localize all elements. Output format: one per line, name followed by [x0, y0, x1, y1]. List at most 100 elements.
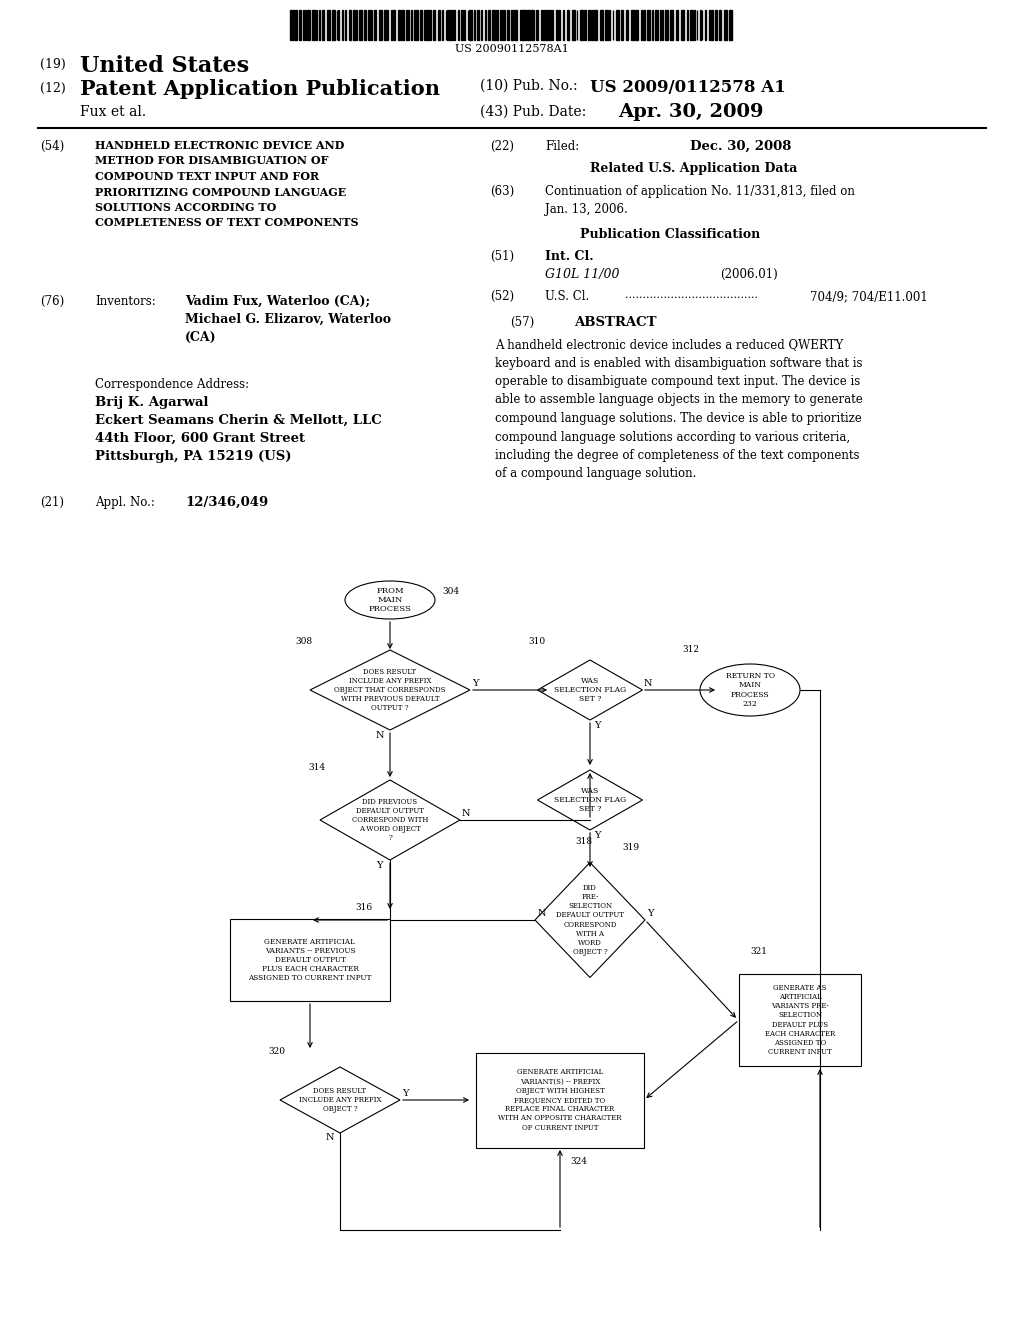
Text: GENERATE ARTIFICIAL
VARIANTS -- PREVIOUS
DEFAULT OUTPUT
PLUS EACH CHARACTER
ASSI: GENERATE ARTIFICIAL VARIANTS -- PREVIOUS…: [248, 937, 372, 982]
Bar: [712, 11, 714, 40]
Bar: [364, 11, 366, 40]
Text: (76): (76): [40, 294, 65, 308]
Bar: [476, 1052, 644, 1147]
Text: 44th Floor, 600 Grant Street: 44th Floor, 600 Grant Street: [95, 432, 305, 445]
Text: (12): (12): [40, 82, 66, 95]
Bar: [437, 11, 440, 40]
Bar: [600, 11, 603, 40]
Bar: [616, 11, 620, 40]
Bar: [433, 11, 435, 40]
Bar: [469, 11, 472, 40]
Text: Appl. No.:: Appl. No.:: [95, 496, 155, 510]
Bar: [556, 11, 557, 40]
Bar: [716, 11, 717, 40]
Text: ABSTRACT: ABSTRACT: [573, 315, 656, 329]
Bar: [424, 11, 425, 40]
Text: G10L 11/00: G10L 11/00: [545, 268, 620, 281]
Text: 319: 319: [622, 843, 639, 853]
Bar: [681, 11, 684, 40]
Bar: [591, 11, 593, 40]
Text: Eckert Seamans Cherin & Mellott, LLC: Eckert Seamans Cherin & Mellott, LLC: [95, 414, 382, 426]
Text: (19): (19): [40, 58, 66, 71]
Text: RETURN TO
MAIN
PROCESS
232: RETURN TO MAIN PROCESS 232: [725, 672, 774, 708]
Bar: [230, 919, 390, 1001]
Text: (21): (21): [40, 496, 63, 510]
Text: Y: Y: [402, 1089, 409, 1097]
Text: DID
PRE-
SELECTION
DEFAULT OUTPUT
CORRESPOND
WITH A
WORD
OBJECT ?: DID PRE- SELECTION DEFAULT OUTPUT CORRES…: [556, 884, 624, 956]
Bar: [720, 11, 721, 40]
Bar: [332, 11, 335, 40]
Text: N: N: [644, 678, 652, 688]
Text: (43) Pub. Date:: (43) Pub. Date:: [480, 106, 587, 119]
Text: Related U.S. Application Data: Related U.S. Application Data: [590, 162, 798, 176]
Bar: [655, 11, 658, 40]
Bar: [547, 11, 549, 40]
Bar: [379, 11, 382, 40]
Text: (22): (22): [490, 140, 514, 153]
Bar: [414, 11, 415, 40]
Text: Filed:: Filed:: [545, 140, 580, 153]
Bar: [647, 11, 650, 40]
Text: Y: Y: [594, 721, 600, 730]
Text: HANDHELD ELECTRONIC DEVICE AND
METHOD FOR DISAMBIGUATION OF
COMPOUND TEXT INPUT : HANDHELD ELECTRONIC DEVICE AND METHOD FO…: [95, 140, 358, 228]
Text: Y: Y: [376, 861, 383, 870]
Text: 304: 304: [442, 587, 459, 597]
Bar: [307, 11, 310, 40]
Bar: [536, 11, 538, 40]
Bar: [670, 11, 672, 40]
Bar: [318, 11, 321, 40]
Text: 318: 318: [575, 837, 592, 846]
Bar: [450, 11, 453, 40]
Bar: [665, 11, 668, 40]
Bar: [544, 11, 545, 40]
Text: 312: 312: [682, 645, 699, 655]
Bar: [407, 11, 410, 40]
Text: Y: Y: [472, 678, 478, 688]
Bar: [677, 11, 679, 40]
Bar: [488, 11, 489, 40]
Text: N: N: [462, 808, 470, 817]
Bar: [496, 11, 499, 40]
Bar: [292, 11, 294, 40]
Text: 316: 316: [355, 903, 372, 912]
Bar: [739, 974, 861, 1067]
Bar: [520, 11, 522, 40]
Text: United States: United States: [80, 55, 249, 77]
Text: Y: Y: [594, 830, 600, 840]
Text: 321: 321: [750, 948, 767, 957]
Bar: [492, 11, 495, 40]
Text: Vadim Fux, Waterloo (CA);
Michael G. Elizarov, Waterloo
(CA): Vadim Fux, Waterloo (CA); Michael G. Eli…: [185, 294, 391, 345]
Bar: [724, 11, 727, 40]
Text: GENERATE AS
ARTIFICIAL
VARIANTS PRE-
SELECTION
DEFAULT PLUS
EACH CHARACTER
ASSIG: GENERATE AS ARTIFICIAL VARIANTS PRE- SEL…: [765, 983, 836, 1056]
Bar: [631, 11, 634, 40]
Text: Brij K. Agarwal: Brij K. Agarwal: [95, 396, 209, 409]
Text: WAS
SELECTION FLAG
SET ?: WAS SELECTION FLAG SET ?: [554, 787, 626, 813]
Bar: [659, 11, 662, 40]
Bar: [511, 11, 513, 40]
Bar: [477, 11, 479, 40]
Bar: [605, 11, 608, 40]
Bar: [527, 11, 530, 40]
Bar: [572, 11, 573, 40]
Text: Y: Y: [647, 908, 653, 917]
Text: (2006.01): (2006.01): [720, 268, 778, 281]
Bar: [315, 11, 317, 40]
Bar: [531, 11, 534, 40]
Text: Continuation of application No. 11/331,813, filed on
Jan. 13, 2006.: Continuation of application No. 11/331,8…: [545, 185, 855, 216]
Text: N: N: [376, 730, 384, 739]
Bar: [594, 11, 596, 40]
Bar: [454, 11, 456, 40]
Text: 308: 308: [295, 638, 312, 647]
Bar: [461, 11, 463, 40]
Text: (57): (57): [510, 315, 535, 329]
Text: ......................................: ......................................: [625, 290, 758, 300]
Bar: [393, 11, 394, 40]
Bar: [549, 11, 551, 40]
Text: 310: 310: [528, 638, 545, 647]
Text: U.S. Cl.: U.S. Cl.: [545, 290, 589, 304]
Bar: [690, 11, 693, 40]
Bar: [400, 11, 403, 40]
Text: N: N: [326, 1134, 335, 1143]
Text: 12/346,049: 12/346,049: [185, 496, 268, 510]
Text: (10) Pub. No.:: (10) Pub. No.:: [480, 79, 578, 92]
